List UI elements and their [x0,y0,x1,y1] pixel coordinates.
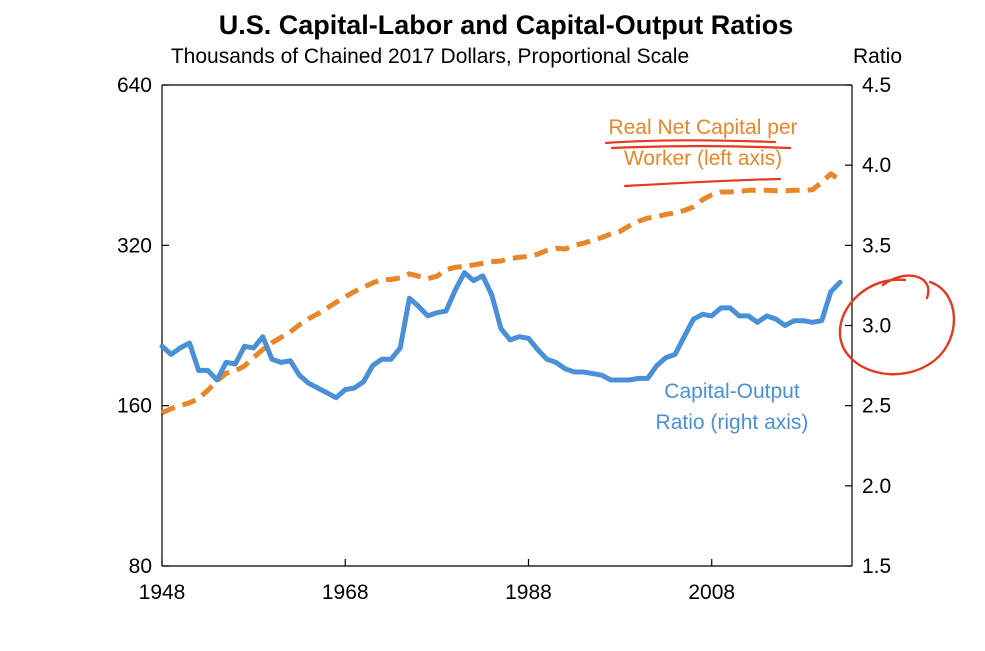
orange-series-label-line2: Worker (left axis) [624,147,782,170]
right-axis-tick-label: 3.0 [862,315,891,338]
right-axis-tick-label: 4.0 [862,154,891,177]
orange-series-label-line1: Real Net Capital per [608,116,797,139]
red-underline-mark-1 [604,139,792,150]
right-axis-tick-label: 2.0 [862,475,891,498]
right-axis-tick-label: 3.5 [862,234,891,257]
left-axis-tick-label: 160 [117,395,152,418]
x-axis-tick-label: 2008 [688,581,735,604]
x-axis-tick-label: 1988 [505,581,552,604]
left-axis-tick-label: 640 [117,74,152,97]
red-underline-mark-2 [623,177,782,188]
right-axis-tick-label: 4.5 [862,74,891,97]
chart-title: U.S. Capital-Labor and Capital-Output Ra… [219,10,794,40]
left-axis-tick-label: 320 [117,234,152,257]
x-axis-tick-label: 1968 [322,581,369,604]
right-axis-tick-label: 1.5 [862,555,891,578]
capital-output-ratio-line [159,270,843,401]
blue-series-label-line1: Capital-Output [664,380,800,403]
series-layer [159,171,843,416]
ticks-layer: 640 320 160 80 4.5 4.0 3.5 3.0 2.5 2.0 1.5 1948 1968… [117,74,891,604]
chart-subtitle: Thousands of Chained 2017 Dollars, Propo… [171,45,689,68]
right-axis-label: Ratio [853,45,902,68]
capital-per-worker-line [160,171,842,416]
x-axis-tick-label: 1948 [139,581,186,604]
right-axis-tick-label: 2.5 [862,395,891,418]
red-circle-mark [838,274,956,376]
blue-series-label-line2: Ratio (right axis) [656,411,809,434]
left-axis-tick-label: 80 [129,555,152,578]
